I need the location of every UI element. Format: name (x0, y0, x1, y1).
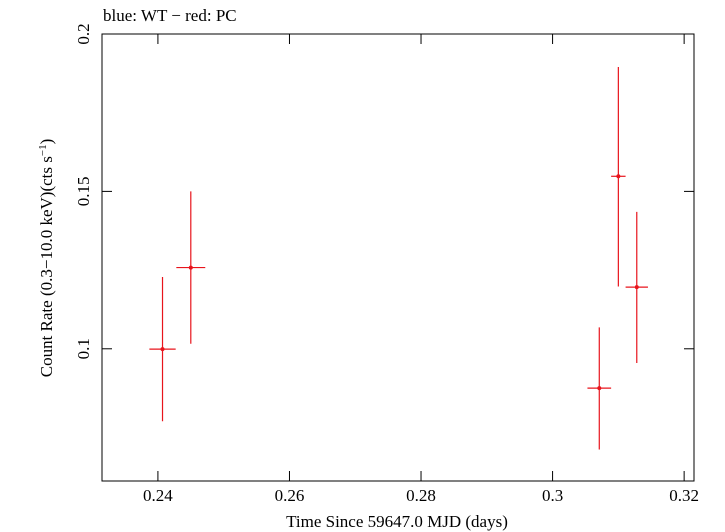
y-tick-label: 0.1 (74, 338, 93, 359)
x-tick-label: 0.3 (542, 486, 563, 505)
data-point (616, 174, 621, 179)
x-tick-label: 0.24 (143, 486, 173, 505)
y-tick-label: 0.2 (74, 23, 93, 44)
x-axis-label: Time Since 59647.0 MJD (days) (286, 512, 508, 531)
y-axis-label-main: Count Rate (0.3−10.0 keV)(cts s (37, 156, 56, 377)
y-axis-label: Count Rate (0.3−10.0 keV)(cts s−1) (37, 139, 56, 378)
data-point (188, 265, 193, 270)
data-point (160, 347, 165, 352)
x-tick-label: 0.26 (275, 486, 305, 505)
x-tick-label: 0.28 (406, 486, 436, 505)
y-axis-label-exponent: −1 (37, 144, 49, 156)
y-axis-label-close: ) (37, 139, 56, 145)
x-axis-ticks: 0.24 0.26 0.28 0.3 0.32 (143, 34, 699, 505)
data-points (149, 67, 648, 450)
x-tick-label: 0.32 (669, 486, 699, 505)
data-point (597, 386, 602, 391)
y-axis-ticks: 0.1 0.15 0.2 (74, 23, 694, 359)
data-point (634, 285, 639, 290)
plot-frame (101, 33, 695, 482)
chart-title: blue: WT − red: PC (103, 6, 237, 25)
plot-border (101, 33, 695, 482)
y-tick-label: 0.15 (74, 177, 93, 207)
